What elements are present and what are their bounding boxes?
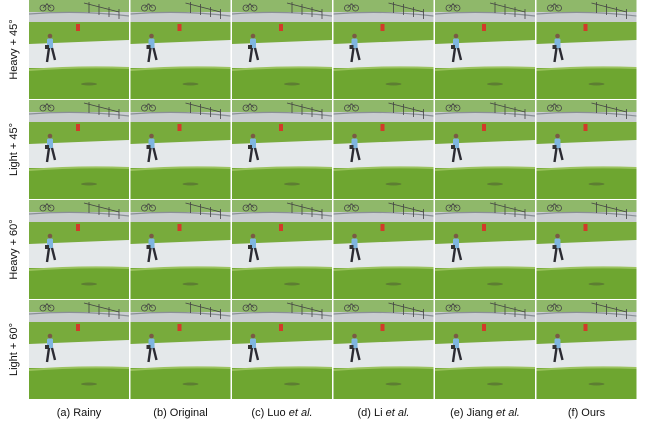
- row-label: Heavy + 45°: [8, 19, 20, 79]
- caption-text: (d) Li: [358, 407, 386, 419]
- image-cell: [131, 200, 231, 299]
- image-cell: [435, 0, 535, 99]
- image-cell: [29, 300, 129, 399]
- row-label: Light + 60°: [8, 323, 20, 376]
- row-label: Light + 45°: [8, 123, 20, 176]
- image-cell: [232, 100, 332, 199]
- caption-text: (a) Rainy: [57, 407, 102, 419]
- column-caption: (a) Rainy: [57, 407, 102, 419]
- figure: Heavy + 45° Light + 45° Heavy + 60° Light +…: [0, 0, 652, 426]
- column-caption: (b) Original: [153, 407, 207, 419]
- image-cell: [29, 0, 129, 99]
- row-label: Heavy + 60°: [8, 219, 20, 279]
- image-cell: [537, 0, 637, 99]
- image-cell: [435, 100, 535, 199]
- image-cell: [435, 300, 535, 399]
- caption-text: (e) Jiang: [450, 407, 496, 419]
- image-cell: [537, 100, 637, 199]
- image-cell: [131, 300, 231, 399]
- image-cell: [537, 300, 637, 399]
- image-cell: [537, 200, 637, 299]
- caption-text: (c) Luo: [251, 407, 288, 419]
- column-caption: (f) Ours: [568, 407, 606, 419]
- image-cell: [232, 200, 332, 299]
- column-caption: (c) Luo et al.: [251, 407, 312, 419]
- caption-italic: et al.: [386, 407, 410, 419]
- image-cell: [334, 0, 434, 99]
- image-cell: [131, 0, 231, 99]
- image-cell: [29, 200, 129, 299]
- caption-italic: et al.: [496, 407, 520, 419]
- caption-text: (f) Ours: [568, 407, 606, 419]
- image-grid: [29, 0, 637, 399]
- caption-text: (b) Original: [153, 407, 207, 419]
- column-caption: (d) Li et al.: [358, 407, 410, 419]
- image-cell: [334, 300, 434, 399]
- column-caption: (e) Jiang et al.: [450, 407, 520, 419]
- image-cell: [29, 100, 129, 199]
- image-cell: [334, 100, 434, 199]
- image-cell: [131, 100, 231, 199]
- image-cell: [232, 0, 332, 99]
- image-cell: [435, 200, 535, 299]
- caption-italic: et al.: [289, 407, 313, 419]
- image-cell: [334, 200, 434, 299]
- image-cell: [232, 300, 332, 399]
